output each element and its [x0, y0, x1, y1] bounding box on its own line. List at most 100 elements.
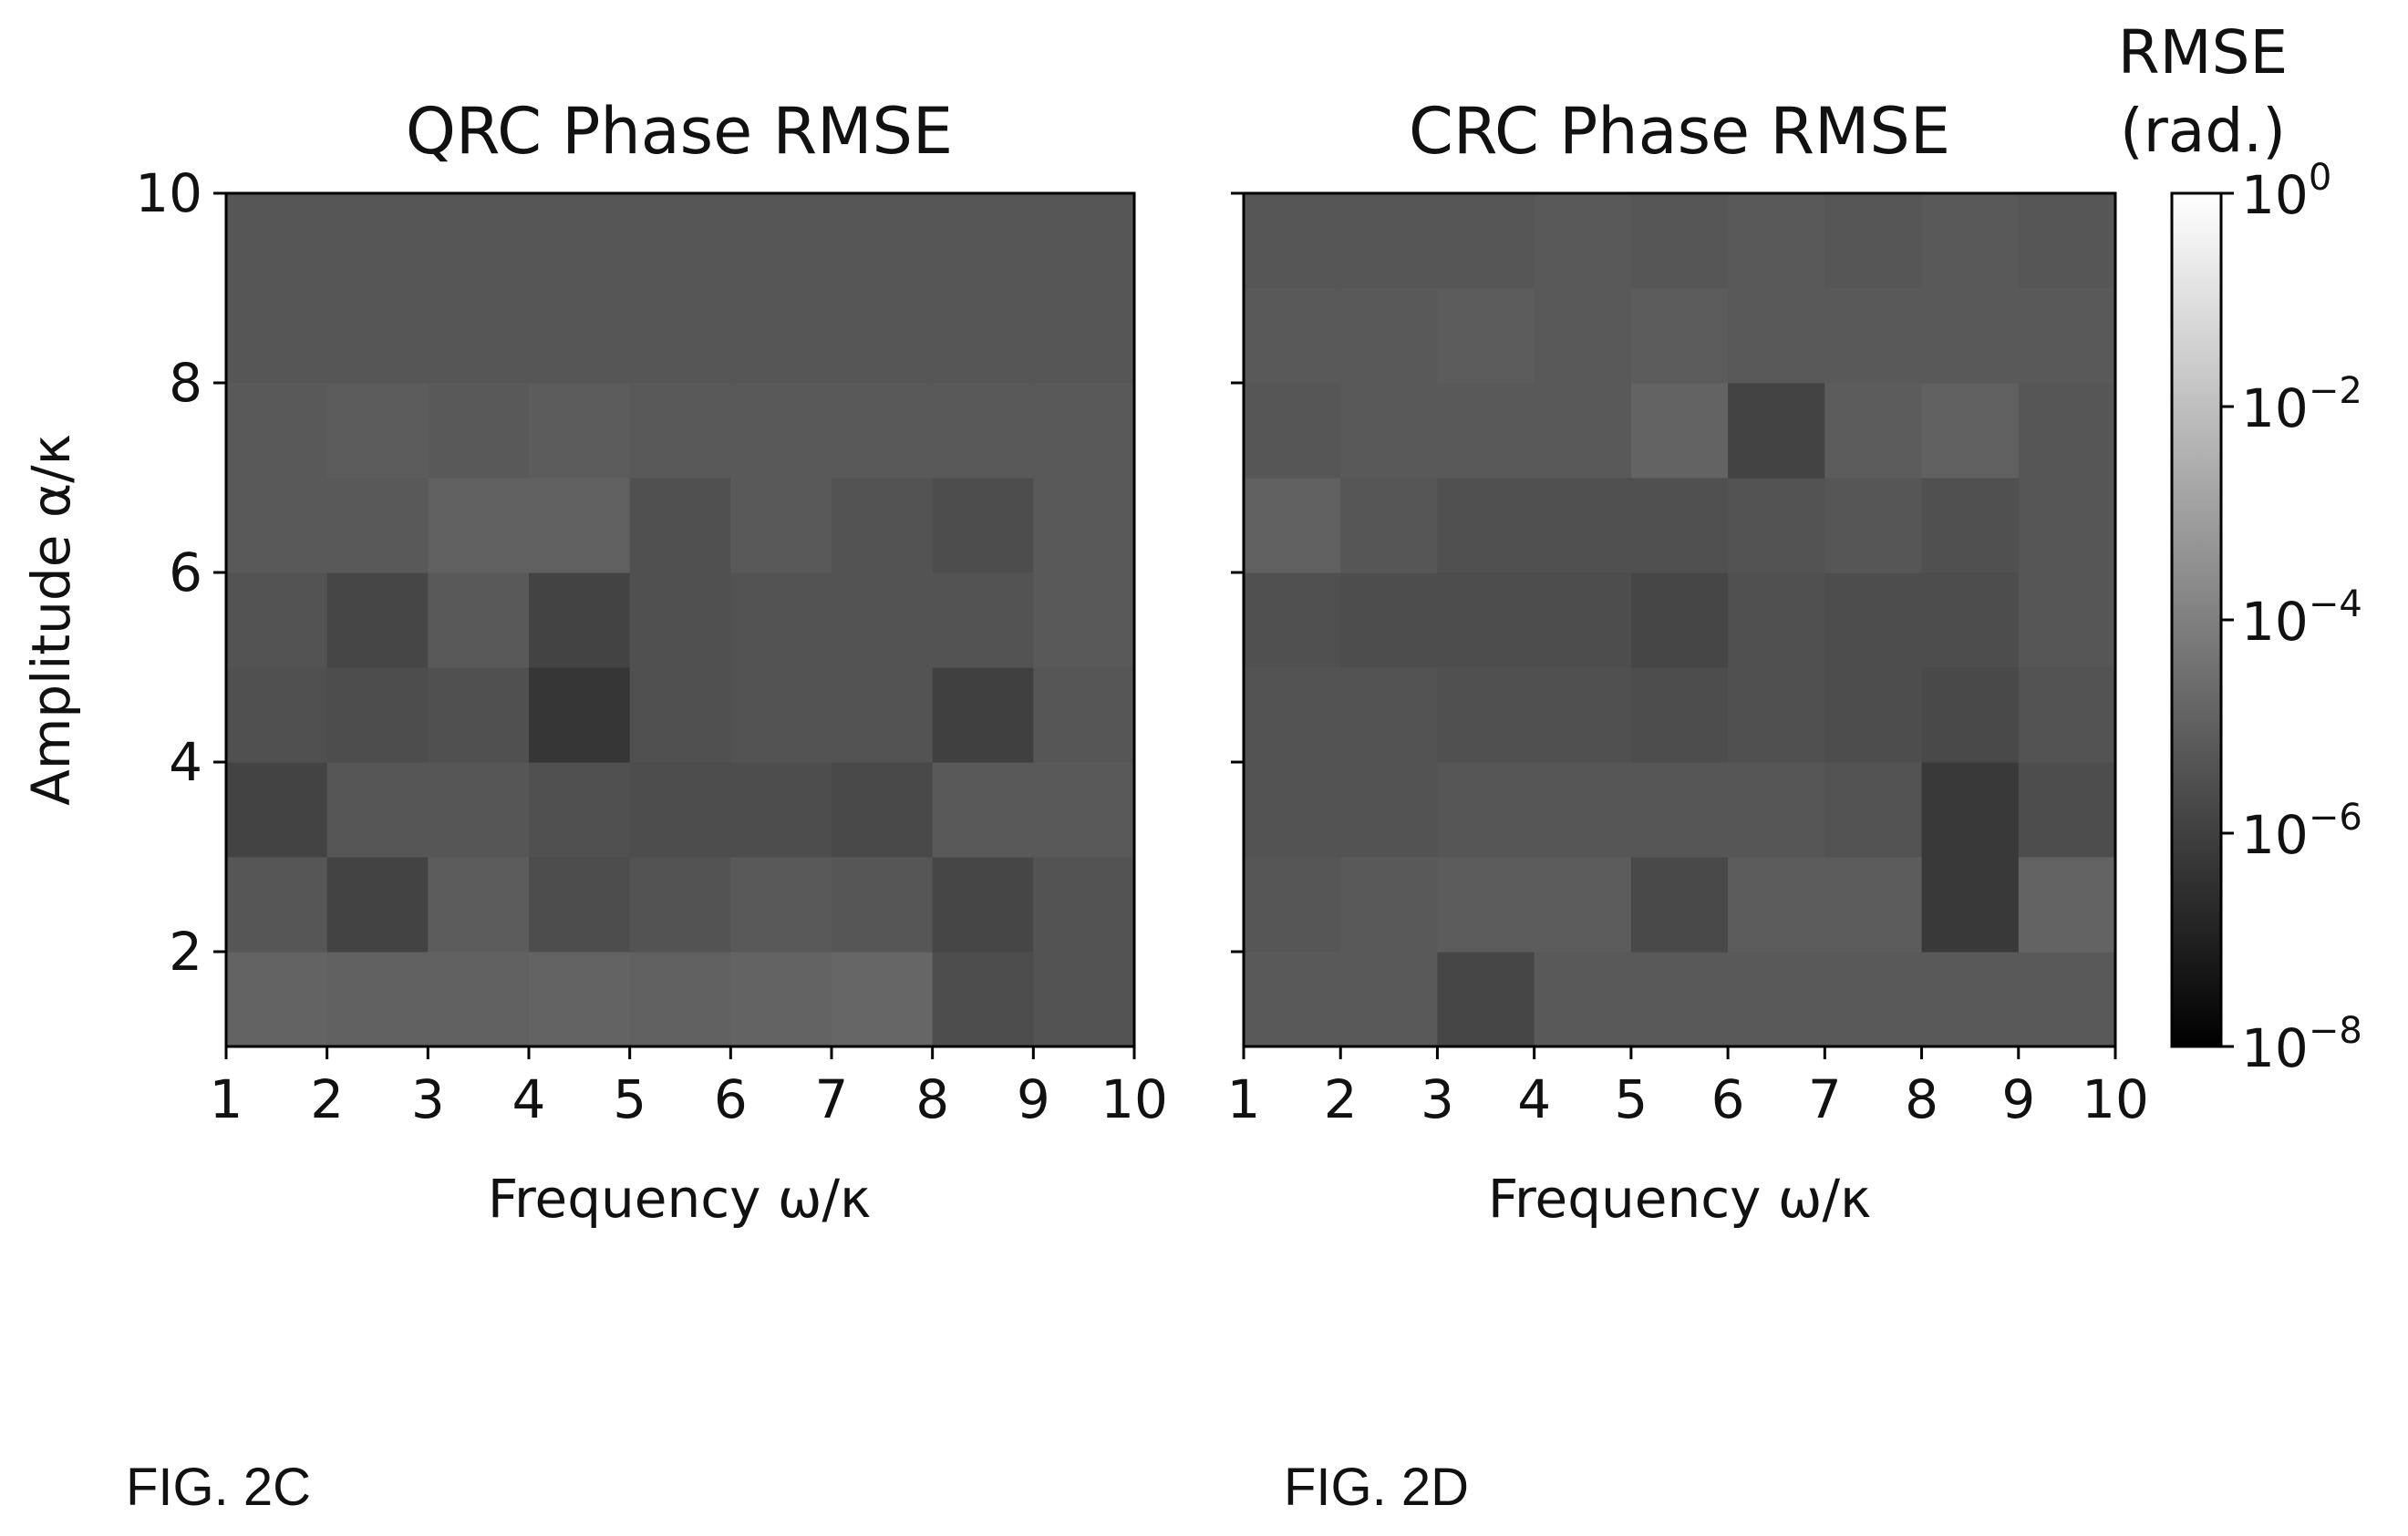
heatmap-cell-crc-r8-c0 — [1244, 193, 1341, 289]
heatmap-cell-qrc-r3-c1 — [326, 667, 429, 763]
heatmap-cell-crc-r6-c2 — [1437, 383, 1535, 479]
heatmap-cell-crc-r7-c2 — [1437, 288, 1535, 384]
heatmap-cell-crc-r1-c7 — [1921, 857, 2020, 953]
heatmap-cell-qrc-r4-c3 — [529, 572, 631, 668]
x-tick-label: 5 — [1614, 1068, 1648, 1130]
heatmap-cell-crc-r0-c0 — [1244, 952, 1341, 1047]
heatmap-cell-qrc-r7-c6 — [832, 288, 934, 384]
heatmap-cell-qrc-r2-c0 — [226, 762, 328, 858]
heatmap-cell-crc-r1-c6 — [1824, 857, 1923, 953]
y-tick-label: 4 — [169, 731, 202, 793]
plot-frame-qrc — [224, 191, 1136, 1048]
heatmap-cell-qrc-r6-c6 — [832, 383, 934, 479]
heatmap-cell-qrc-r8-c5 — [730, 193, 832, 289]
heatmap-cell-qrc-r1-c7 — [932, 857, 1034, 953]
heatmap-cell-qrc-r1-c6 — [832, 857, 934, 953]
heatmap-cell-crc-r5-c5 — [1728, 478, 1825, 573]
y-axis-ticks-crc — [1231, 191, 1244, 954]
heatmap-cell-qrc-r2-c7 — [932, 762, 1034, 858]
heatmap-cell-qrc-r4-c5 — [730, 572, 832, 668]
heatmap-cell-qrc-r5-c5 — [730, 478, 832, 573]
heatmap-cell-crc-r2-c1 — [1340, 762, 1438, 858]
heatmap-cell-crc-r5-c3 — [1534, 478, 1632, 573]
heatmap-cell-qrc-r8-c4 — [629, 193, 731, 289]
colorbar: RMSE (rad.) 100 10−2 10−4 10−6 10−8 — [2118, 17, 2362, 1079]
heatmap-cell-crc-r8-c2 — [1437, 193, 1535, 289]
heatmap-cell-qrc-r7-c8 — [1033, 288, 1135, 384]
heatmap-cell-qrc-r7-c3 — [529, 288, 631, 384]
y-axis-label-qrc: Amplitude α/κ — [20, 434, 82, 806]
heatmap-cell-crc-r5-c4 — [1630, 478, 1729, 573]
heatmap-cell-qrc-r3-c2 — [428, 667, 530, 763]
heatmap-cell-qrc-r0-c4 — [629, 952, 731, 1047]
heatmap-cell-crc-r2-c7 — [1921, 762, 2020, 858]
heatmap-cell-qrc-r4-c1 — [326, 572, 429, 668]
heatmap-cell-qrc-r5-c3 — [529, 478, 631, 573]
heatmap-cell-crc-r6-c8 — [2018, 383, 2116, 479]
x-tick-label: 9 — [2001, 1068, 2035, 1130]
heatmap-cell-crc-r0-c7 — [1921, 952, 2020, 1047]
heatmap-cell-qrc-r0-c0 — [226, 952, 328, 1047]
heatmap-cell-qrc-r2-c2 — [428, 762, 530, 858]
heatmap-cell-qrc-r7-c2 — [428, 288, 530, 384]
heatmap-cell-qrc-r6-c7 — [932, 383, 1034, 479]
heatmap-cell-crc-r1-c4 — [1630, 857, 1729, 953]
heatmap-cell-qrc-r3-c6 — [832, 667, 934, 763]
y-tick-label: 10 — [135, 162, 202, 224]
heatmap-cell-qrc-r0-c3 — [529, 952, 631, 1047]
heatmap-cell-qrc-r0-c6 — [832, 952, 934, 1047]
heatmap-cell-crc-r1-c1 — [1340, 857, 1438, 953]
heatmap-cell-crc-r4-c5 — [1728, 572, 1825, 668]
heatmap-cell-qrc-r4-c7 — [932, 572, 1034, 668]
heatmap-cell-qrc-r7-c5 — [730, 288, 832, 384]
heatmap-cell-qrc-r6-c0 — [226, 383, 328, 479]
heatmap-cell-crc-r2-c8 — [2018, 762, 2116, 858]
heatmap-cell-crc-r7-c6 — [1824, 288, 1923, 384]
heatmap-cell-qrc-r3-c4 — [629, 667, 731, 763]
x-tick-label: 10 — [1101, 1068, 1168, 1130]
heatmap-cell-crc-r6-c3 — [1534, 383, 1632, 479]
heatmap-cell-crc-r6-c1 — [1340, 383, 1438, 479]
heatmap-cell-crc-r7-c1 — [1340, 288, 1438, 384]
heatmap-cell-crc-r2-c4 — [1630, 762, 1729, 858]
heatmap-cell-qrc-r8-c8 — [1033, 193, 1135, 289]
heatmap-cell-crc-r5-c7 — [1921, 478, 2020, 573]
x-tick-label: 7 — [1808, 1068, 1842, 1130]
heatmap-cell-qrc-r8-c6 — [832, 193, 934, 289]
heatmap-cell-qrc-r6-c1 — [326, 383, 429, 479]
heatmap-cell-crc-r3-c4 — [1630, 667, 1729, 763]
heatmap-cell-qrc-r8-c0 — [226, 193, 328, 289]
heatmap-cell-qrc-r0-c8 — [1033, 952, 1135, 1047]
heatmap-cell-qrc-r2-c8 — [1033, 762, 1135, 858]
heatmap-cell-crc-r7-c7 — [1921, 288, 2020, 384]
heatmap-cell-crc-r4-c0 — [1244, 572, 1341, 668]
heatmap-cell-qrc-r1-c0 — [226, 857, 328, 953]
heatmap-cell-qrc-r7-c7 — [932, 288, 1034, 384]
heatmap-cell-qrc-r0-c2 — [428, 952, 530, 1047]
colorbar-tick-label: 10−2 — [2241, 370, 2362, 439]
heatmap-cells-qrc — [226, 193, 1135, 1047]
heatmap-cell-qrc-r4-c6 — [832, 572, 934, 668]
heatmap-panel-qrc: QRC Phase RMSE 1 2 3 4 5 6 7 8 9 10 2 4 6 8 10 Freque… — [20, 94, 1168, 1230]
x-tick-label: 2 — [310, 1068, 344, 1130]
heatmap-cell-crc-r1-c2 — [1437, 857, 1535, 953]
heatmap-cell-crc-r5-c8 — [2018, 478, 2116, 573]
heatmap-cell-crc-r1-c8 — [2018, 857, 2116, 953]
x-tick-label: 4 — [512, 1068, 546, 1130]
y-tick-label: 8 — [169, 352, 202, 414]
colorbar-title-line2: (rad.) — [2120, 96, 2286, 166]
heatmap-cell-qrc-r0-c1 — [326, 952, 429, 1047]
x-tick-label: 3 — [411, 1068, 445, 1130]
heatmap-cell-qrc-r2-c6 — [832, 762, 934, 858]
chart-title-crc: CRC Phase RMSE — [1409, 94, 1950, 169]
y-tick-label: 2 — [169, 921, 202, 983]
heatmap-cell-crc-r7-c4 — [1630, 288, 1729, 384]
heatmap-cell-crc-r8-c8 — [2018, 193, 2116, 289]
x-axis-ticks-crc: 1 2 3 4 5 6 7 8 9 10 — [1227, 1046, 2149, 1130]
heatmap-cell-qrc-r6-c2 — [428, 383, 530, 479]
heatmap-cell-crc-r0-c5 — [1728, 952, 1825, 1047]
heatmap-cell-crc-r6-c0 — [1244, 383, 1341, 479]
x-axis-label-crc: Frequency ω/κ — [1488, 1168, 1871, 1230]
heatmap-cell-qrc-r6-c8 — [1033, 383, 1135, 479]
